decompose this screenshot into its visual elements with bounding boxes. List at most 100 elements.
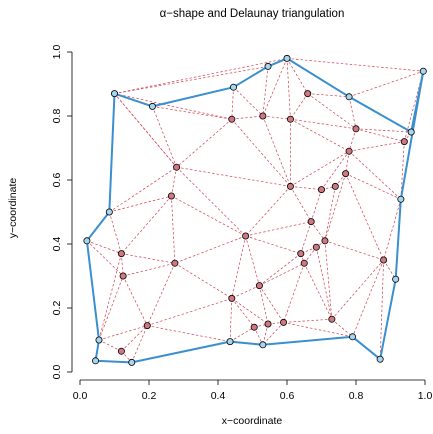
delaunay-edge bbox=[324, 173, 346, 241]
delaunay-edge bbox=[349, 141, 405, 152]
alpha-shape-edge bbox=[85, 211, 111, 242]
delaunay-edge bbox=[283, 322, 353, 338]
alpha-shape-edge bbox=[286, 57, 351, 98]
y-tick-label: 0.4 bbox=[51, 237, 63, 252]
chart-title: α−shape and Delaunay triangulation bbox=[160, 8, 345, 20]
delaunay-edge bbox=[290, 118, 350, 152]
delaunay-edge bbox=[331, 259, 384, 320]
delaunay-edge bbox=[310, 189, 322, 222]
alpha-shape-point bbox=[392, 275, 400, 283]
alpha-shape-point bbox=[345, 93, 353, 101]
delaunay-edge bbox=[231, 298, 269, 325]
alpha-shape-point bbox=[349, 333, 357, 341]
delaunay-edge bbox=[348, 96, 357, 129]
interior-point bbox=[143, 322, 151, 330]
interior-point bbox=[117, 347, 125, 355]
delaunay-edge bbox=[86, 240, 124, 277]
x-tick-label: 1.0 bbox=[418, 390, 433, 402]
delaunay-edge bbox=[355, 128, 405, 142]
interior-point bbox=[171, 259, 179, 267]
delaunay-edge bbox=[121, 253, 124, 277]
interior-point bbox=[259, 112, 267, 120]
interior-point bbox=[352, 125, 360, 133]
alpha-shape-edge bbox=[348, 95, 413, 133]
delaunay-edge bbox=[259, 285, 284, 323]
alpha-shape-edge bbox=[351, 335, 382, 361]
alpha-shape-point bbox=[128, 358, 136, 366]
alpha-shape-edge bbox=[94, 339, 100, 362]
delaunay-edge bbox=[259, 253, 302, 286]
delaunay-edge bbox=[321, 150, 350, 190]
delaunay-edge bbox=[98, 275, 124, 341]
interior-point bbox=[300, 259, 308, 267]
delaunay-edge bbox=[245, 235, 301, 254]
delaunay-edge bbox=[286, 58, 424, 72]
alpha-shape-edge bbox=[113, 92, 154, 108]
delaunay-edge bbox=[109, 195, 172, 213]
delaunay-edge bbox=[348, 150, 402, 200]
alpha-shape-edge bbox=[379, 278, 397, 361]
delaunay-edge bbox=[174, 235, 246, 264]
x-tick-label: 0.0 bbox=[73, 390, 88, 402]
interior-point bbox=[307, 218, 315, 226]
delaunay-edge bbox=[176, 166, 246, 237]
delaunay-edge bbox=[355, 128, 412, 133]
x-tick-label: 0.4 bbox=[211, 390, 226, 402]
delaunay-edge bbox=[345, 173, 384, 261]
alpha-shape-edge bbox=[261, 335, 354, 346]
delaunay-edge bbox=[147, 298, 232, 326]
interior-point bbox=[255, 282, 263, 290]
delaunay-edge bbox=[262, 322, 284, 346]
delaunay-edge bbox=[303, 263, 333, 320]
interior-point bbox=[380, 256, 388, 264]
interior-point bbox=[117, 250, 125, 258]
delaunay-edge bbox=[300, 221, 312, 254]
delaunay-edge bbox=[290, 186, 312, 222]
delaunay-edge bbox=[262, 115, 291, 120]
interior-point bbox=[345, 147, 353, 155]
interior-point bbox=[342, 170, 350, 178]
axes: 0.0 0.2 0.4 0.6 0.8 1.0 0.0 0.2 0.4 0.6 0.8 1.0 bbox=[51, 45, 432, 402]
y-tick-label: 0.6 bbox=[51, 173, 63, 188]
alpha-shape-edge bbox=[130, 340, 232, 364]
delaunay-edge bbox=[231, 298, 255, 328]
delaunay-edge bbox=[253, 327, 264, 345]
x-tick-label: 0.8 bbox=[349, 390, 364, 402]
interior-point bbox=[328, 315, 336, 323]
y-tick-label: 1.0 bbox=[51, 45, 63, 60]
alpha-shape-point bbox=[148, 102, 156, 110]
alpha-shape-point bbox=[95, 336, 103, 344]
x-tick-label: 0.2 bbox=[142, 390, 157, 402]
alpha-shape-point bbox=[259, 341, 267, 349]
delaunay-edge bbox=[345, 173, 401, 200]
delaunay-edge bbox=[122, 275, 148, 326]
interior-point bbox=[250, 323, 258, 331]
delaunay-edge bbox=[290, 186, 322, 190]
x-axis-label: x−coordinate bbox=[222, 415, 283, 427]
delaunay-edge bbox=[259, 262, 305, 286]
delaunay-edge bbox=[171, 195, 246, 237]
delaunay-edge bbox=[262, 115, 291, 187]
delaunay-edge bbox=[233, 86, 264, 117]
delaunay-edge bbox=[121, 325, 148, 352]
delaunay-edge bbox=[245, 221, 312, 237]
delaunay-edge bbox=[400, 141, 405, 200]
delaunay-edge bbox=[231, 115, 263, 120]
delaunay-edge bbox=[383, 259, 396, 280]
delaunay-edge bbox=[290, 93, 308, 120]
delaunay-edge bbox=[345, 151, 350, 174]
delaunay-edge bbox=[231, 87, 234, 120]
delaunay-edge bbox=[286, 58, 291, 120]
interior-point bbox=[304, 90, 312, 98]
delaunay-edge bbox=[307, 93, 357, 130]
interior-point bbox=[286, 182, 294, 190]
alpha-shape-point bbox=[397, 195, 405, 203]
delaunay-edge bbox=[262, 66, 269, 117]
delaunay-edge bbox=[303, 246, 317, 264]
alpha-shape-point bbox=[407, 128, 415, 136]
y-tick-label: 0.2 bbox=[51, 301, 63, 316]
delaunay-edge bbox=[98, 339, 122, 352]
alpha-shape-point bbox=[283, 54, 291, 62]
interior-point bbox=[286, 115, 294, 123]
interior-point bbox=[167, 192, 175, 200]
